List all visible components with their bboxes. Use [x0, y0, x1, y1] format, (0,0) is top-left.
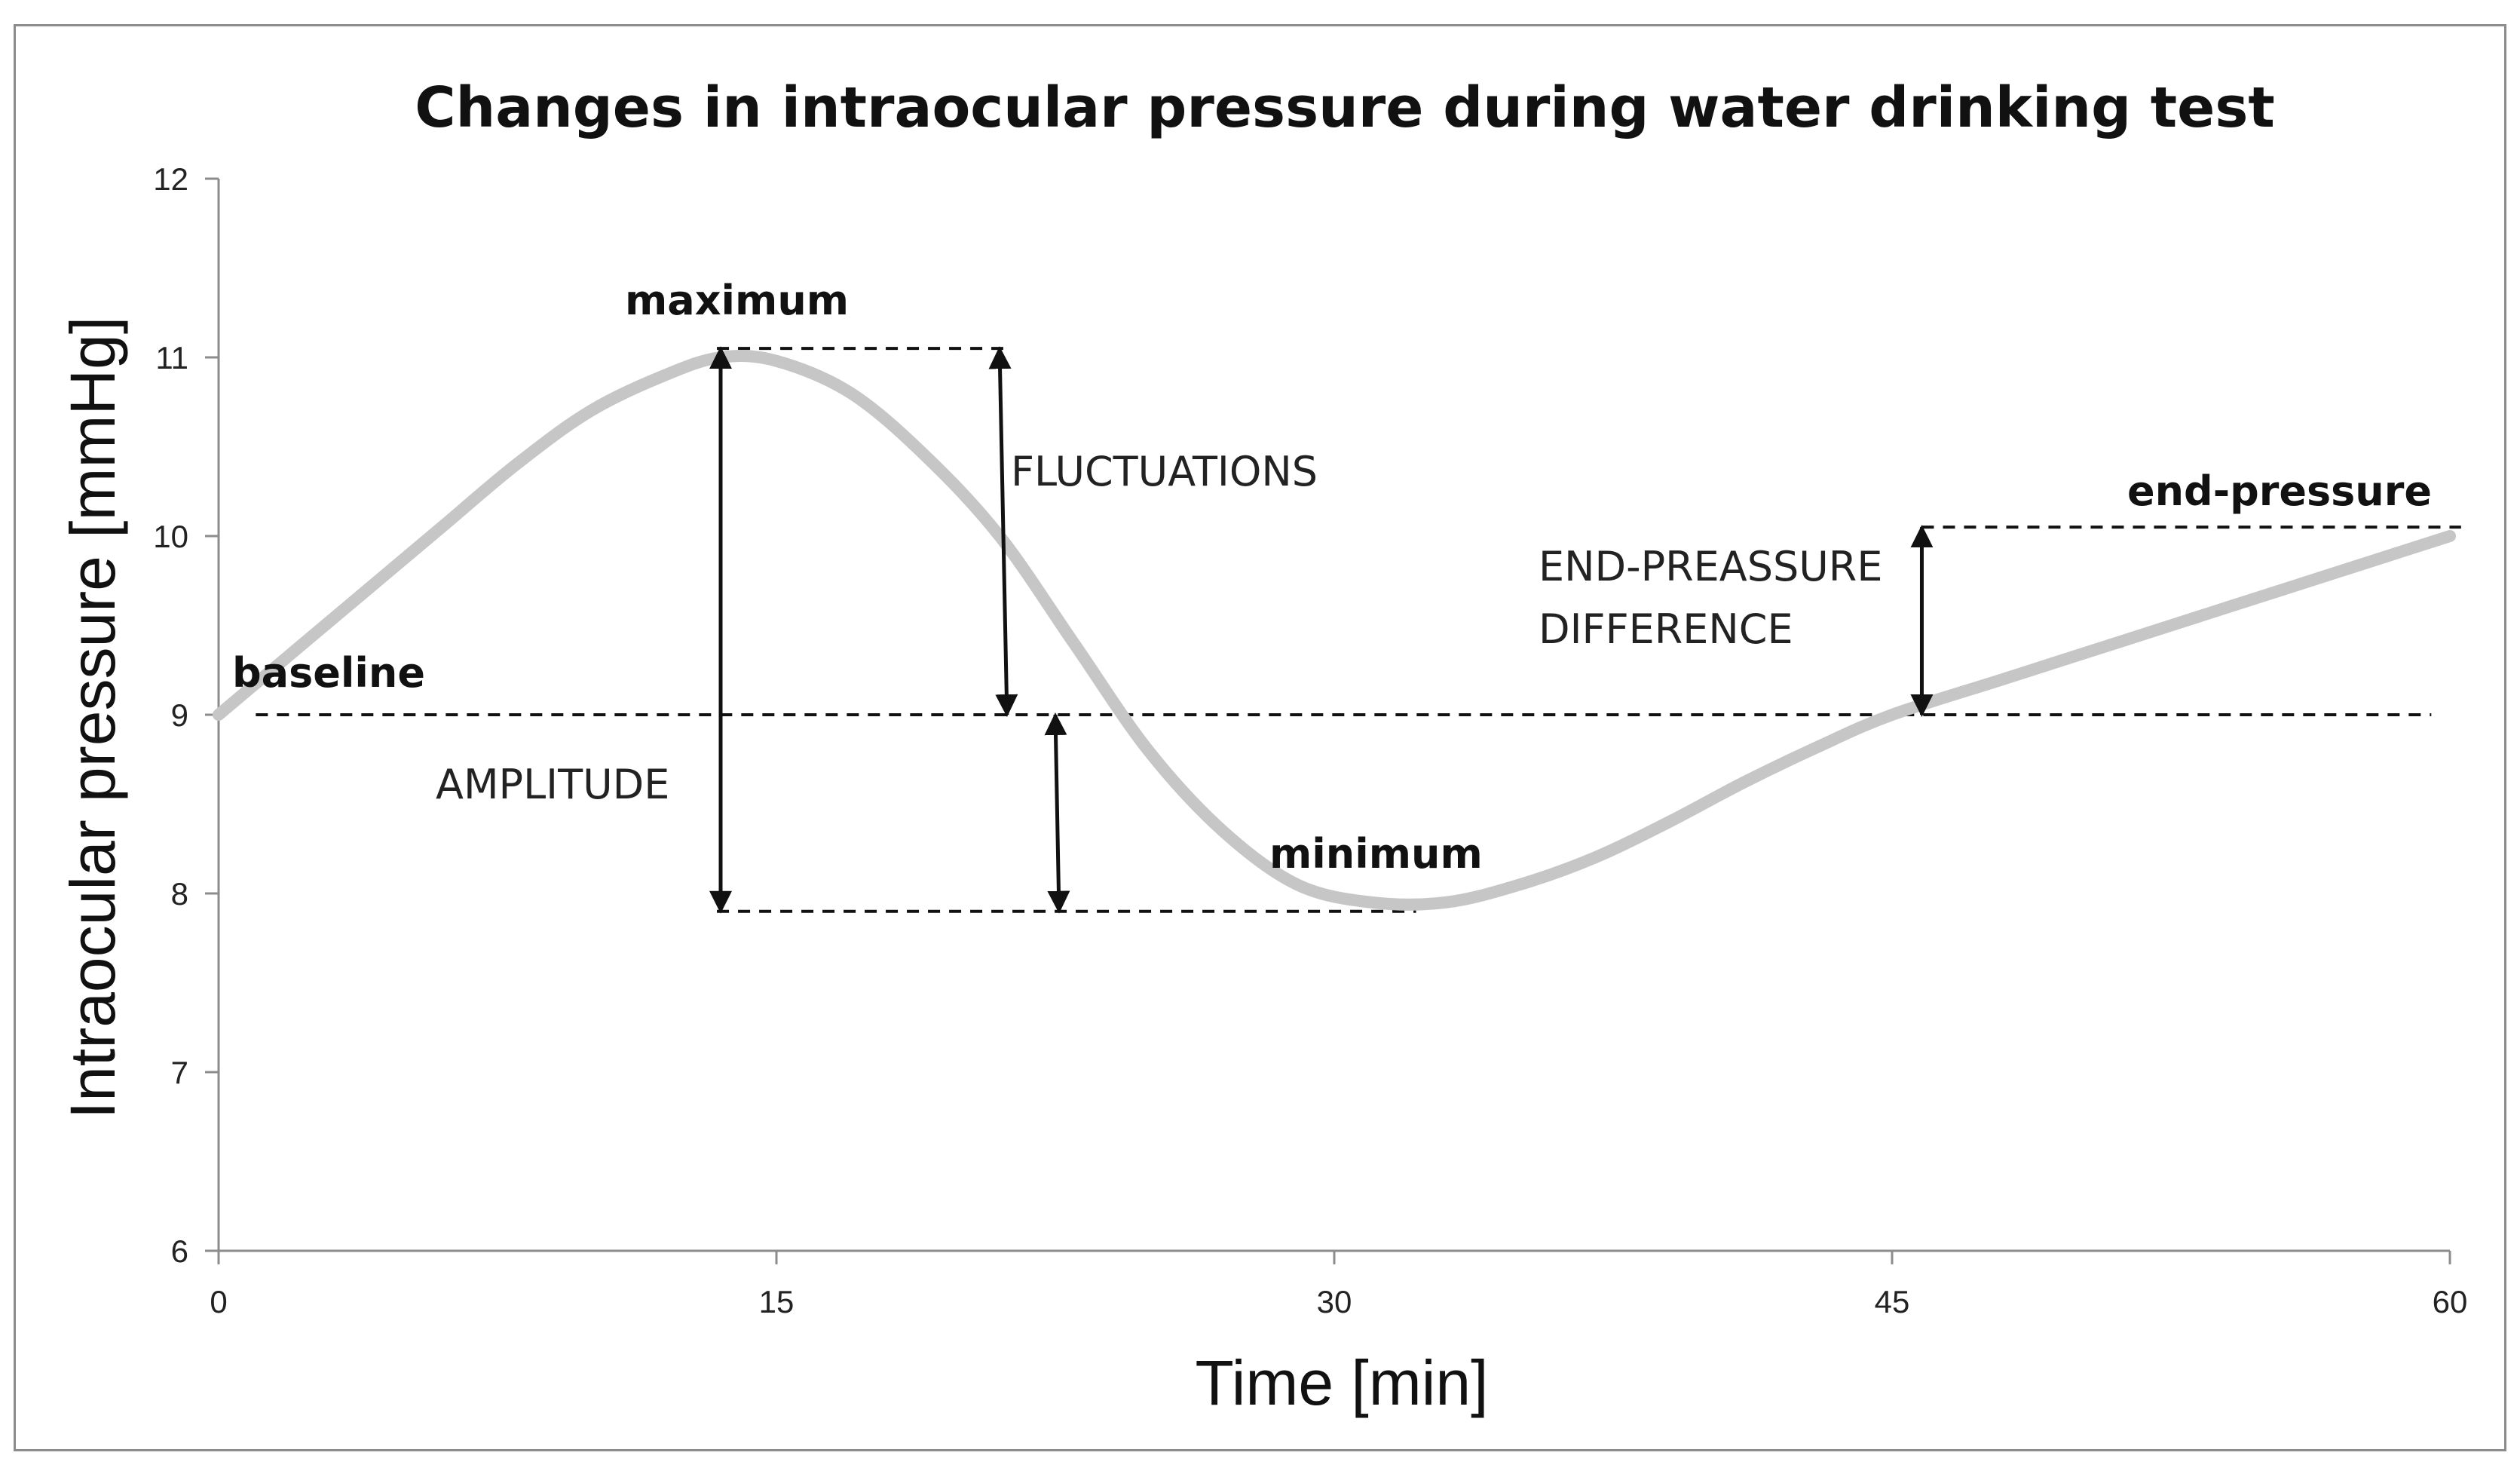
- fluctuations-label: FLUCTUATIONS: [1011, 448, 1318, 495]
- series-layer: [213, 350, 2456, 911]
- y-tick-label: 6: [171, 1233, 188, 1269]
- y-axis-title: Intraocular pressure [mmHg]: [57, 317, 128, 1119]
- end-pressure-difference-label-line1: END-PREASSURE: [1539, 543, 1882, 590]
- fluctuations-arrow-lower: [1044, 712, 1070, 914]
- end-pressure-label: end-pressure: [2127, 467, 2432, 515]
- y-tick-label: 7: [171, 1055, 188, 1090]
- y-tick-label: 11: [155, 340, 188, 375]
- x-tick-label: 45: [1875, 1284, 1910, 1319]
- amplitude-label: AMPLITUDE: [436, 761, 669, 808]
- y-tick-label: 8: [171, 876, 188, 912]
- x-tick-label: 30: [1317, 1284, 1352, 1319]
- maximum-label: maximum: [625, 277, 849, 324]
- series-line-iop: [213, 350, 2456, 911]
- axes: 6 7 8 9 10 11 12 0 15 30 45 60: [153, 161, 2467, 1319]
- fluctuations-arrow-upper: [988, 346, 1018, 717]
- chart-title: Changes in intraocular pressure during w…: [415, 75, 2275, 140]
- minimum-label: minimum: [1269, 830, 1483, 878]
- y-tick-label: 12: [153, 161, 188, 197]
- y-tick-label: 9: [171, 697, 188, 733]
- end-pressure-difference-label-line2: DIFFERENCE: [1539, 605, 1793, 653]
- measurement-arrows: [709, 346, 1934, 914]
- x-axis-title: Time [min]: [1196, 1347, 1489, 1418]
- x-tick-label: 60: [2433, 1284, 2468, 1319]
- iop-line-chart: Changes in intraocular pressure during w…: [57, 75, 2467, 1418]
- x-tick-label: 15: [759, 1284, 795, 1319]
- baseline-label: baseline: [232, 649, 425, 697]
- chart-frame: Changes in intraocular pressure during w…: [14, 24, 2506, 1451]
- y-tick-label: 10: [153, 519, 188, 554]
- x-tick-label: 0: [210, 1284, 227, 1319]
- reference-lines: [256, 347, 2461, 913]
